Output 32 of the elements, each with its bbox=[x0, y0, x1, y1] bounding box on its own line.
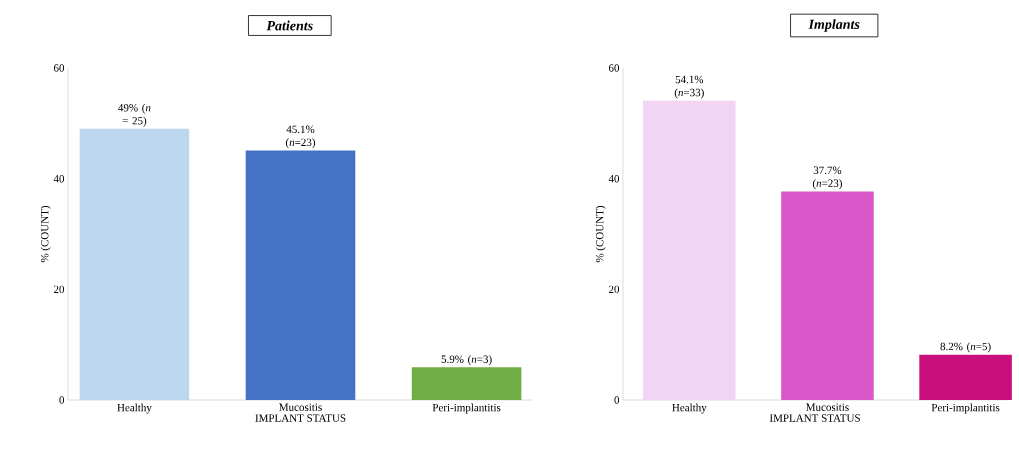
bar bbox=[79, 128, 190, 400]
x-tick-label: Peri-implantitis bbox=[931, 403, 1000, 414]
chart-title: Implants bbox=[808, 19, 860, 32]
data-label: 37.7% (n=23) bbox=[812, 166, 842, 190]
bar bbox=[643, 100, 736, 400]
y-axis-title: % (COUNT) bbox=[40, 205, 51, 263]
y-tick-label: 20 bbox=[53, 285, 65, 294]
data-label: 8.2% (n=5) bbox=[940, 342, 991, 353]
bar bbox=[781, 191, 874, 400]
data-label: 54.1% (n=33) bbox=[674, 75, 704, 99]
data-label: 5.9% (n=3) bbox=[441, 355, 492, 366]
data-label: 45.1% (n=23) bbox=[285, 125, 316, 149]
bar bbox=[245, 150, 356, 400]
x-axis-title: IMPLANT STATUS bbox=[769, 414, 860, 422]
y-tick-label: 0 bbox=[614, 396, 620, 404]
x-tick-label: Healthy bbox=[117, 403, 152, 414]
y-tick-label: 40 bbox=[53, 174, 65, 183]
x-axis-title: IMPLANT STATUS bbox=[255, 414, 346, 422]
y-axis-title: % (COUNT) bbox=[595, 205, 606, 263]
y-tick-label: 20 bbox=[608, 285, 620, 294]
x-tick-label: Mucositis bbox=[279, 403, 322, 411]
bar bbox=[411, 367, 522, 400]
y-tick-label: 60 bbox=[53, 64, 65, 72]
y-tick-label: 40 bbox=[608, 174, 620, 183]
y-tick-label: 60 bbox=[608, 64, 620, 72]
y-tick-label: 0 bbox=[59, 396, 65, 404]
bar bbox=[919, 354, 1012, 400]
x-tick-label: Mucositis bbox=[806, 403, 849, 411]
x-tick-label: Peri-implantitis bbox=[432, 403, 501, 414]
chart-title: Patients bbox=[266, 20, 313, 31]
x-tick-label: Healthy bbox=[672, 403, 707, 414]
data-label: 49% (n = 25) bbox=[118, 103, 151, 127]
